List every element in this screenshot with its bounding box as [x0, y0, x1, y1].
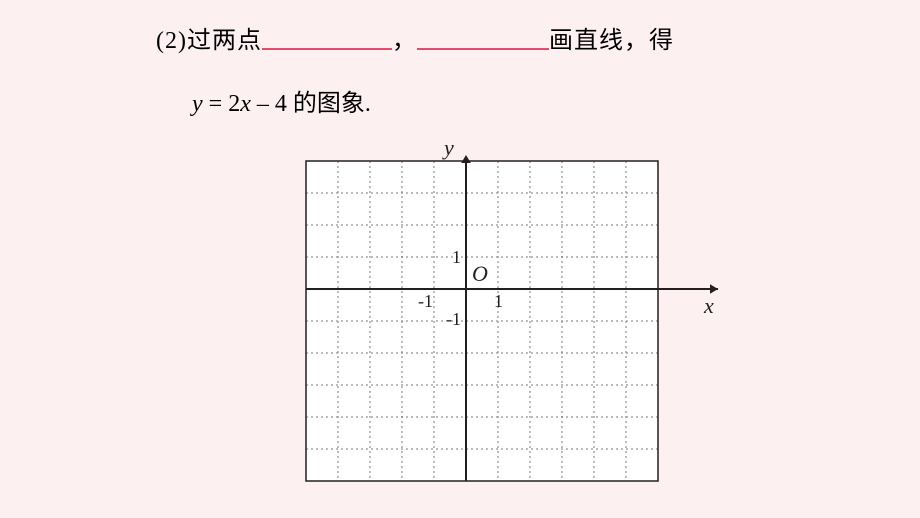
x-axis-label: x	[704, 293, 714, 319]
question-content: (2)过两点 ， 画直线，得 y = 2x – 4 的图象.	[156, 20, 896, 118]
text-prefix: 过两点	[187, 28, 262, 54]
origin-label: O	[472, 261, 488, 287]
eq-equals: =	[203, 91, 229, 117]
text-suffix: 画直线，得	[549, 28, 674, 54]
eq-x: x	[240, 91, 251, 117]
tick-y-neg1: -1	[446, 309, 461, 330]
tick-y-1: 1	[452, 247, 461, 268]
eq-constant: – 4	[251, 91, 293, 117]
coordinate-grid	[300, 155, 724, 497]
question-line-1: (2)过两点 ， 画直线，得	[156, 20, 896, 55]
tick-x-1: 1	[494, 291, 503, 312]
eq-tail: 的图象.	[293, 91, 371, 117]
question-line-2: y = 2x – 4 的图象.	[192, 83, 896, 118]
y-axis-label: y	[444, 135, 454, 161]
tick-x-neg1: -1	[418, 291, 433, 312]
blank-2	[417, 28, 549, 50]
separator: ，	[392, 28, 417, 54]
eq-coef: 2	[228, 91, 240, 117]
eq-y: y	[192, 91, 203, 117]
blank-1	[262, 28, 392, 50]
graph-container: y x O 1 1 -1 -1	[300, 155, 724, 502]
question-number: (2)	[156, 28, 187, 54]
